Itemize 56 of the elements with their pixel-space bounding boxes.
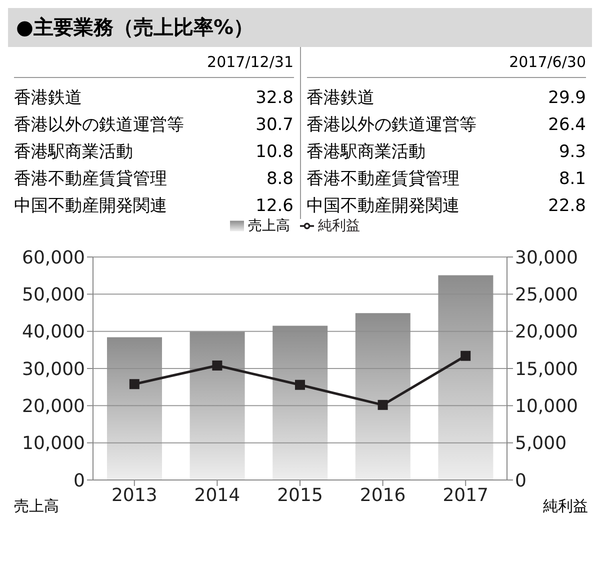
y-tick-label: 0: [74, 470, 85, 492]
legend-label: 純利益: [318, 218, 360, 234]
point: [129, 379, 140, 390]
category-label: 香港鉄道: [306, 88, 374, 108]
data-label: 32.8: [256, 88, 294, 108]
category-label: 香港鉄道: [14, 87, 82, 109]
bar: [272, 326, 328, 480]
y2-tick-label: 10,000: [515, 396, 578, 418]
data-label: 22.8: [548, 196, 586, 216]
category-label: 香港駅商業活動: [14, 141, 133, 163]
bar: [355, 313, 410, 480]
x-tick-label: 2016: [360, 484, 406, 506]
x-tick-label: 2017: [442, 484, 489, 506]
bar: [107, 337, 162, 480]
y2-tick-label: 0: [515, 470, 526, 492]
y2-tick-label: 20,000: [515, 322, 578, 343]
bar: [438, 275, 494, 480]
point: [460, 350, 471, 361]
x-tick-label: 2014: [194, 484, 240, 506]
y2-tick-label: 15,000: [515, 358, 578, 380]
category-label: 香港以外の鉄道運営等: [306, 115, 476, 135]
y2-tick-label: 30,000: [515, 247, 578, 268]
y2-axis-title: 純利益: [543, 497, 588, 516]
y-tick-label: 10,000: [22, 433, 85, 454]
y2-tick-label: 5,000: [515, 433, 567, 454]
y-axis-title: 売上高: [14, 497, 59, 516]
x-tick-label: 2013: [111, 484, 158, 506]
data-label: 12.6: [256, 196, 294, 216]
point: [295, 380, 305, 390]
category-label: 香港以外の鉄道運営等: [14, 114, 184, 136]
data-label: 8.8: [266, 168, 294, 188]
legend-label: 売上高: [248, 218, 290, 234]
category-label: 中国不動産開発関連: [306, 196, 460, 216]
text: 2017/6/30: [306, 47, 586, 78]
point: [378, 400, 388, 410]
category-label: 香港不動産賃貸管理: [14, 168, 167, 190]
data-label: 26.4: [548, 114, 586, 134]
data-label: 9.3: [558, 142, 586, 162]
x-tick-label: 2015: [277, 484, 323, 506]
point: [212, 360, 222, 371]
text: 2017/12/31: [14, 47, 294, 78]
y-tick-label: 40,000: [22, 322, 85, 343]
y-tick-label: 30,000: [22, 358, 85, 380]
bar: [190, 332, 245, 480]
data-label: 29.9: [548, 88, 586, 108]
y2-tick-label: 25,000: [515, 284, 578, 306]
category-label: 中国不動産開発関連: [14, 195, 167, 217]
y-tick-label: 60,000: [22, 247, 85, 268]
text: ●主要業務（売上比率%）: [8, 8, 592, 47]
data-label: 10.8: [256, 142, 294, 162]
data-label: 30.7: [256, 114, 294, 134]
data-label: 8.1: [558, 168, 586, 188]
category-label: 香港不動産賃貸管理: [306, 169, 460, 189]
category-label: 香港駅商業活動: [306, 142, 426, 162]
y-tick-label: 50,000: [22, 284, 85, 306]
y-tick-label: 20,000: [22, 396, 85, 418]
